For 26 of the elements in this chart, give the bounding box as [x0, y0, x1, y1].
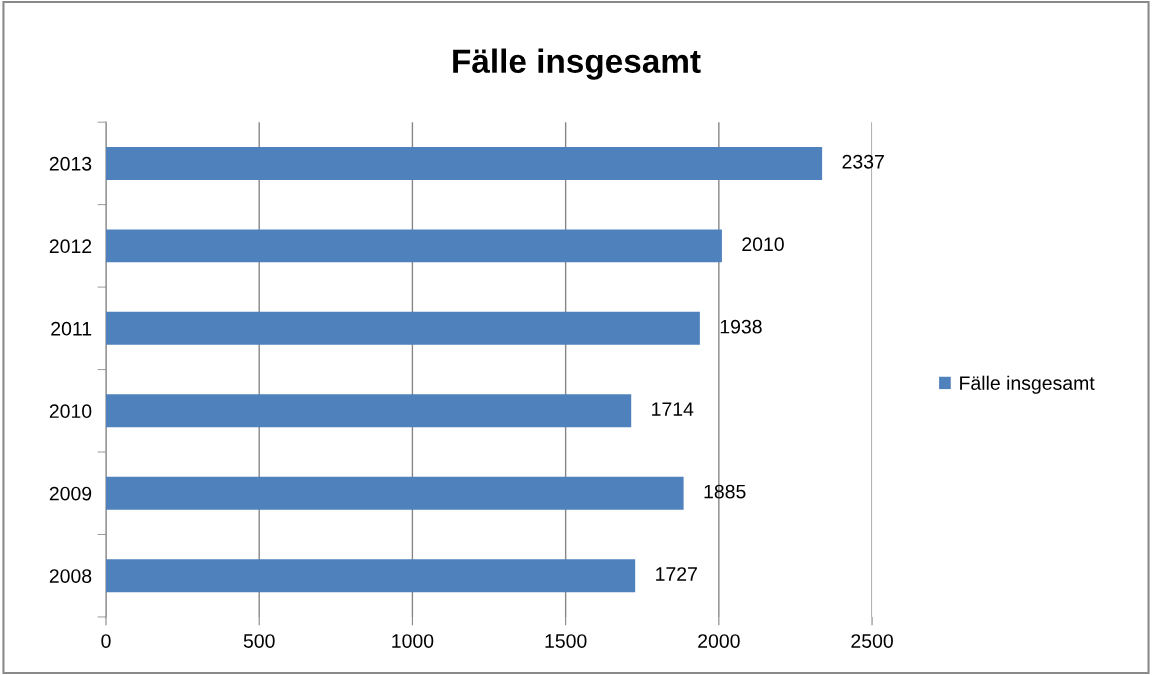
bar	[105, 476, 684, 510]
y-tick-label: 2010	[49, 404, 92, 419]
x-tick-label: 2000	[698, 634, 740, 648]
bar	[105, 146, 823, 180]
bar	[105, 229, 722, 263]
y-tick-label: 2013	[49, 156, 92, 171]
data-label: 1938	[720, 319, 762, 334]
data-label: 1714	[652, 402, 694, 416]
bar	[105, 394, 632, 428]
bar	[105, 559, 636, 593]
x-tick-label: 2500	[851, 634, 893, 648]
data-label: 1727	[656, 567, 697, 581]
x-tick-label: 1500	[545, 634, 587, 648]
y-tick-label: 2009	[49, 486, 92, 501]
data-label: 2010	[742, 237, 784, 252]
y-tick-label: 2011	[51, 321, 92, 336]
x-tick-label: 500	[243, 634, 275, 648]
data-label: 1885	[704, 484, 746, 499]
x-tick-label: 1000	[392, 634, 434, 648]
data-label: 2337	[842, 154, 884, 169]
y-tick-label: 2012	[49, 239, 92, 254]
x-tick-label: 0	[101, 634, 111, 648]
legend-label: Fälle insgesamt	[960, 375, 1095, 394]
bar	[105, 311, 700, 345]
chart-title: Fälle insgesamt	[453, 48, 701, 80]
y-tick-label: 2008	[49, 569, 92, 583]
